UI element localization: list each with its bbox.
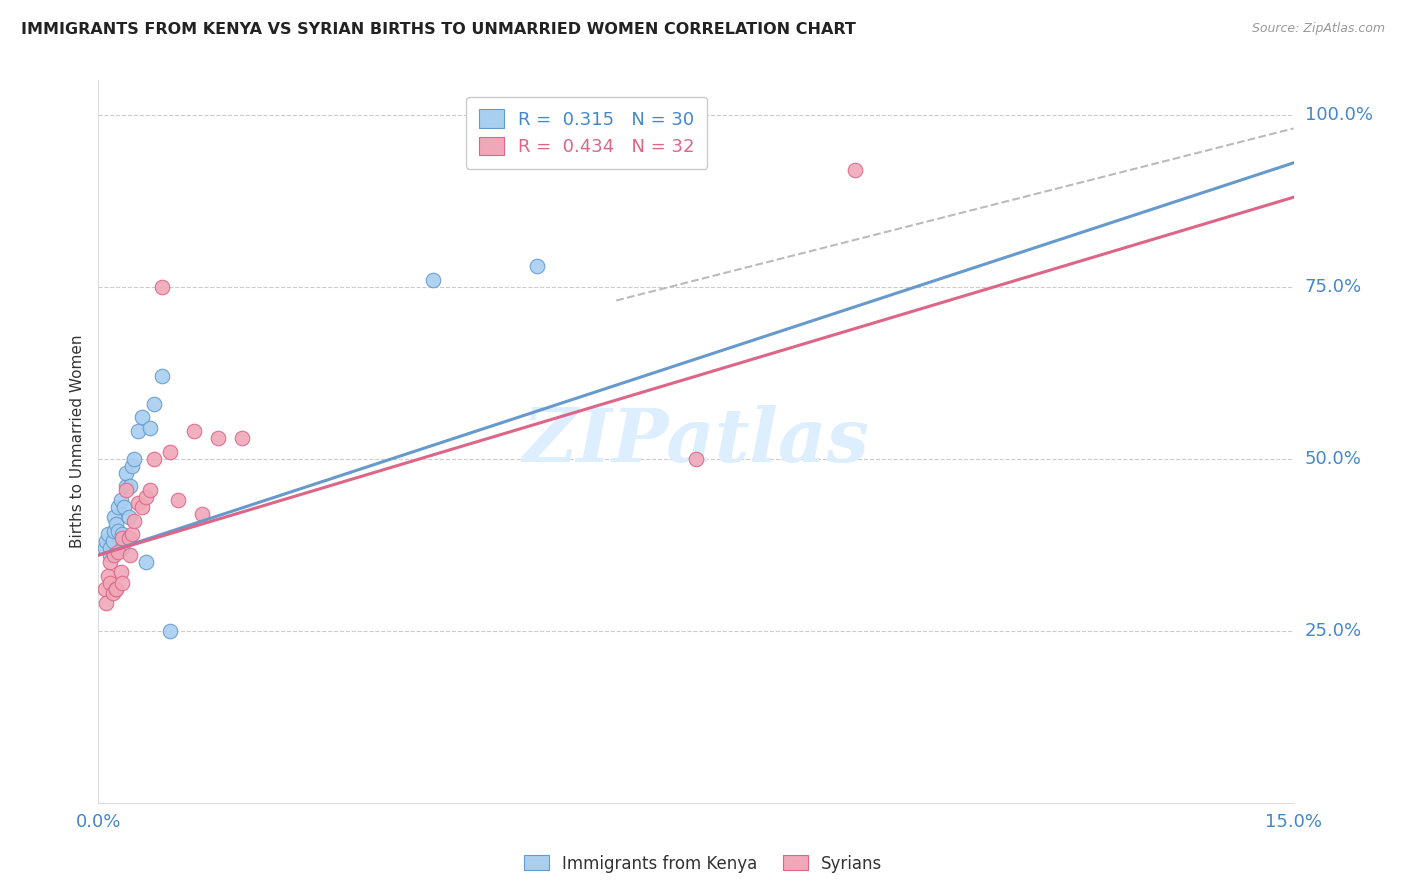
Point [98,575,122,590]
Point [120,479,142,493]
Point [94,582,117,597]
Legend: Immigrants from Kenya, Syrians: Immigrants from Kenya, Syrians [517,848,889,880]
Point [112,500,135,514]
Point [135,490,157,504]
Point [103,510,125,524]
Point [115,466,138,480]
Point [422,273,444,287]
Point [844,162,866,177]
Point [150,369,173,384]
Point [98,541,122,556]
Point [96,534,118,549]
Point [101,586,124,600]
Text: 75.0%: 75.0% [1305,277,1362,296]
Point [110,566,132,580]
Text: Source: ZipAtlas.com: Source: ZipAtlas.com [1251,22,1385,36]
Point [110,493,132,508]
Point [111,541,134,556]
Point [135,555,157,569]
Point [111,527,134,541]
Text: IMMIGRANTS FROM KENYA VS SYRIAN BIRTHS TO UNMARRIED WOMEN CORRELATION CHART: IMMIGRANTS FROM KENYA VS SYRIAN BIRTHS T… [21,22,856,37]
Point [107,500,129,514]
Point [115,479,138,493]
Point [111,531,134,545]
Point [121,458,143,473]
Point [97,527,120,541]
Point [104,582,127,597]
Text: 100.0%: 100.0% [1305,105,1372,124]
Point [94,541,117,556]
Point [139,483,162,497]
Point [118,531,141,545]
Point [183,424,205,438]
Point [191,507,214,521]
Point [139,421,162,435]
Point [97,568,120,582]
Point [103,524,125,538]
Point [96,596,118,610]
Point [685,451,707,466]
Point [101,534,124,549]
Text: ZIPatlas: ZIPatlas [523,405,869,478]
Point [103,548,125,562]
Point [107,544,129,558]
Point [150,279,173,293]
Text: 25.0%: 25.0% [1305,622,1362,640]
Point [131,410,153,425]
Point [159,624,181,638]
Point [207,431,229,445]
Y-axis label: Births to Unmarried Women: Births to Unmarried Women [69,334,84,549]
Point [104,582,127,597]
Point [124,451,146,466]
Point [98,548,122,562]
Point [107,524,129,538]
Point [98,555,122,569]
Point [124,514,146,528]
Point [118,510,141,524]
Point [127,424,149,438]
Point [231,431,253,445]
Point [120,548,142,562]
Point [526,259,548,273]
Point [127,496,149,510]
Point [104,517,127,532]
Legend: R =  0.315   N = 30, R =  0.434   N = 32: R = 0.315 N = 30, R = 0.434 N = 32 [465,96,707,169]
Point [143,397,166,411]
Point [121,527,143,541]
Point [115,483,138,497]
Point [167,493,190,508]
Point [143,451,166,466]
Text: 50.0%: 50.0% [1305,450,1361,467]
Point [131,500,153,514]
Point [159,445,181,459]
Point [111,575,134,590]
